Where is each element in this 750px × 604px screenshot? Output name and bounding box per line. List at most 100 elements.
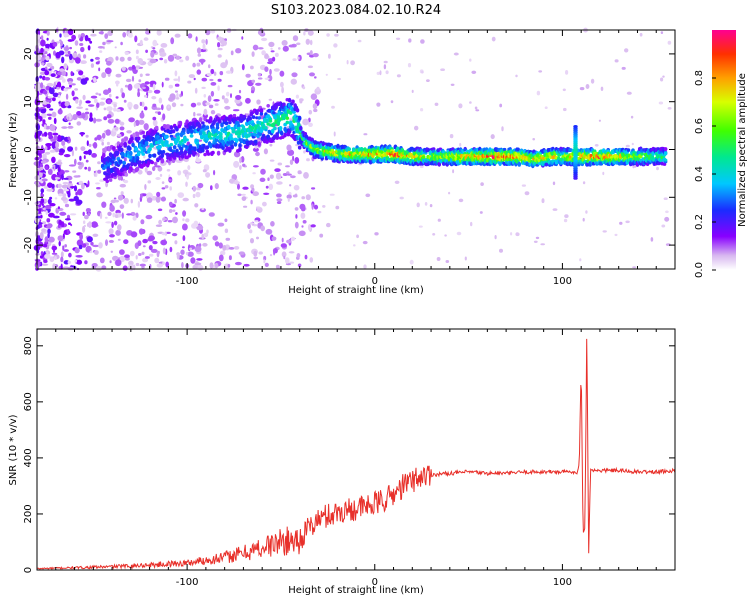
spectrogram-noise-cell — [109, 205, 115, 212]
spectrogram-noise-cell — [157, 111, 161, 115]
spectrogram-noise-cell — [37, 235, 40, 238]
spectrogram-noise-cell — [119, 56, 125, 62]
spectrogram-noise-cell — [127, 101, 133, 109]
spectrogram-noise-cell — [46, 103, 51, 109]
spectrogram-noise-cell — [218, 254, 224, 262]
spectrogram-ridge-cell — [181, 129, 186, 133]
spectrogram-noise-cell — [137, 240, 142, 247]
spectrogram-ridge-cell — [189, 134, 194, 138]
spectrogram-ridge-cell — [544, 162, 549, 167]
spectrogram-noise-cell — [98, 242, 103, 249]
spectrogram-ridge-cell — [133, 162, 138, 167]
spectrogram-noise-cell — [213, 169, 216, 176]
spectrogram-ridge-cell — [351, 147, 356, 151]
spectrogram-noise-cell — [58, 219, 63, 226]
spectrogram-noise-cell — [104, 216, 108, 219]
spectrogram-noise-cell — [115, 56, 119, 61]
spectrogram-noise-cell — [600, 86, 604, 92]
spectrogram-noise-cell — [383, 64, 387, 70]
y-tick-label: 400 — [23, 448, 34, 467]
spectrogram-noise-cell — [187, 80, 192, 84]
spectrogram-noise-cell — [41, 263, 49, 266]
snr-y-axis-label: SNR (10 * v/v) — [8, 414, 19, 485]
spectrogram-noise-cell — [87, 45, 91, 51]
spectrogram-noise-cell — [598, 119, 602, 122]
spectrogram-noise-cell — [310, 93, 318, 100]
spectrogram-noise-cell — [75, 254, 83, 258]
spectrogram-noise-cell — [120, 191, 124, 196]
spectrogram-ridge-cell — [259, 108, 264, 113]
spectrogram-noise-cell — [337, 77, 341, 81]
spectrogram-noise-cell — [97, 169, 102, 174]
spectrogram-x-axis-label: Height of straight line (km) — [288, 285, 424, 296]
spectrogram-noise-cell — [238, 251, 245, 255]
spectrogram-noise-cell — [152, 166, 156, 172]
spectrogram-noise-cell — [230, 93, 232, 98]
spectrogram-noise-cell — [104, 33, 109, 39]
spectrogram-noise-cell — [602, 230, 607, 233]
spectrogram-noise-cell — [614, 59, 619, 63]
spectrogram-ridge-cell — [124, 136, 129, 141]
spectrogram-noise-cell — [264, 66, 269, 72]
spectrogram-noise-cell — [152, 83, 156, 91]
spectrogram-noise-cell — [270, 221, 275, 227]
spectrogram-noise-cell — [220, 44, 225, 47]
spectrogram-noise-cell — [227, 263, 231, 268]
spectrogram-noise-cell — [279, 70, 285, 77]
spectrogram-noise-cell — [34, 84, 42, 91]
spectrogram-noise-cell — [469, 58, 472, 62]
spectrogram-ridge-cell — [663, 151, 668, 156]
spectrogram-noise-cell — [143, 37, 149, 41]
colorbar-tick-label: 0.4 — [694, 166, 705, 182]
spectrogram-noise-cell — [42, 207, 46, 210]
spectrogram-ridge-cell — [169, 142, 174, 147]
spectrogram-noise-cell — [289, 184, 292, 187]
spectrogram-noise-cell — [80, 146, 86, 152]
spectrogram-ridge-cell — [299, 125, 303, 131]
spectrogram-noise-cell — [48, 68, 52, 71]
spectrogram-noise-cell — [124, 51, 129, 56]
spectrogram-noise-cell — [72, 114, 78, 121]
spectrogram-noise-cell — [160, 43, 168, 48]
spectrogram-noise-cell — [122, 265, 128, 272]
spectrogram-noise-cell — [67, 116, 70, 121]
spectrogram-noise-cell — [298, 230, 306, 237]
spectrogram-noise-cell — [294, 207, 299, 211]
spectrogram-noise-cell — [291, 236, 295, 241]
spectrogram-noise-cell — [168, 209, 173, 213]
spectrogram-noise-cell — [312, 103, 318, 110]
spectrogram-noise-cell — [210, 29, 216, 34]
spectrogram-noise-cell — [114, 126, 119, 131]
spectrogram-noise-cell — [302, 220, 307, 224]
spectrogram-noise-cell — [40, 188, 45, 194]
spectrogram-noise-cell — [95, 170, 98, 177]
spectrogram-noise-cell — [48, 116, 52, 120]
spectrogram-noise-cell — [81, 112, 86, 119]
spectrogram-noise-cell — [152, 119, 158, 127]
spectrogram-noise-cell — [77, 175, 81, 178]
spectrogram-ridge-cell — [176, 136, 180, 142]
spectrogram-noise-cell — [269, 68, 272, 76]
spectrogram-noise-cell — [72, 170, 77, 173]
spectrogram-noise-cell — [180, 249, 185, 255]
spectrogram-noise-cell — [283, 255, 286, 260]
spectrogram-noise-cell — [182, 218, 185, 222]
spectrogram-noise-cell — [625, 144, 630, 148]
spectrogram-noise-cell — [195, 36, 198, 42]
spectrogram-noise-cell — [174, 33, 181, 38]
spectrogram-noise-cell — [49, 87, 55, 95]
spectrogram-noise-cell — [436, 257, 441, 261]
spectrogram-ridge-cell — [112, 146, 116, 150]
spectrogram-noise-cell — [212, 235, 218, 241]
spectrogram-noise-cell — [43, 124, 47, 130]
spectrogram-ridge-cell — [292, 110, 296, 114]
spectrogram-noise-cell — [90, 58, 94, 62]
spectrogram-ridge-cell — [209, 136, 213, 140]
spectrogram-noise-cell — [40, 47, 44, 54]
spectrogram-noise-cell — [209, 262, 214, 269]
spectrogram-noise-cell — [189, 247, 193, 251]
spectrogram-noise-cell — [68, 81, 73, 85]
spectrogram-ridge-cell — [229, 114, 233, 119]
spectrogram-noise-cell — [169, 246, 173, 253]
spectrogram-noise-cell — [62, 193, 67, 198]
